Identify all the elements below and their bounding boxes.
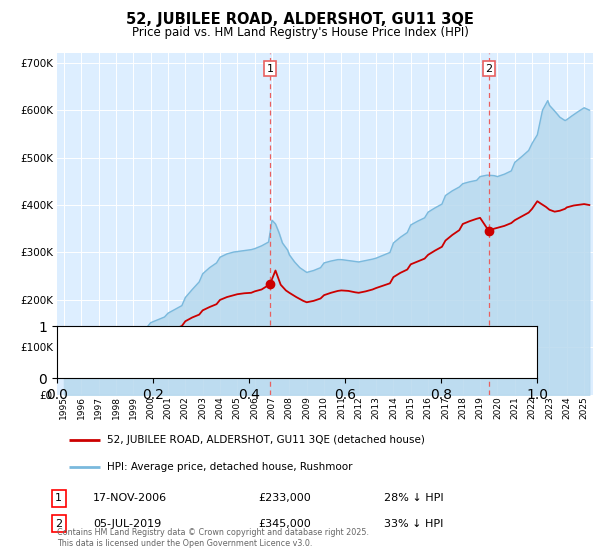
Text: 2: 2 — [55, 519, 62, 529]
Text: 1: 1 — [266, 64, 274, 73]
Text: 05-JUL-2019: 05-JUL-2019 — [93, 519, 161, 529]
Text: Contains HM Land Registry data © Crown copyright and database right 2025.
This d: Contains HM Land Registry data © Crown c… — [57, 528, 369, 548]
Text: 33% ↓ HPI: 33% ↓ HPI — [384, 519, 443, 529]
Text: 52, JUBILEE ROAD, ALDERSHOT, GU11 3QE: 52, JUBILEE ROAD, ALDERSHOT, GU11 3QE — [126, 12, 474, 26]
Text: 28% ↓ HPI: 28% ↓ HPI — [384, 493, 443, 503]
Text: 52, JUBILEE ROAD, ALDERSHOT, GU11 3QE (detached house): 52, JUBILEE ROAD, ALDERSHOT, GU11 3QE (d… — [107, 436, 425, 445]
Text: £233,000: £233,000 — [258, 493, 311, 503]
Text: 1: 1 — [55, 493, 62, 503]
Text: HPI: Average price, detached house, Rushmoor: HPI: Average price, detached house, Rush… — [107, 462, 353, 472]
Text: 17-NOV-2006: 17-NOV-2006 — [93, 493, 167, 503]
Text: Price paid vs. HM Land Registry's House Price Index (HPI): Price paid vs. HM Land Registry's House … — [131, 26, 469, 39]
Text: £345,000: £345,000 — [258, 519, 311, 529]
Text: 2: 2 — [485, 64, 493, 73]
